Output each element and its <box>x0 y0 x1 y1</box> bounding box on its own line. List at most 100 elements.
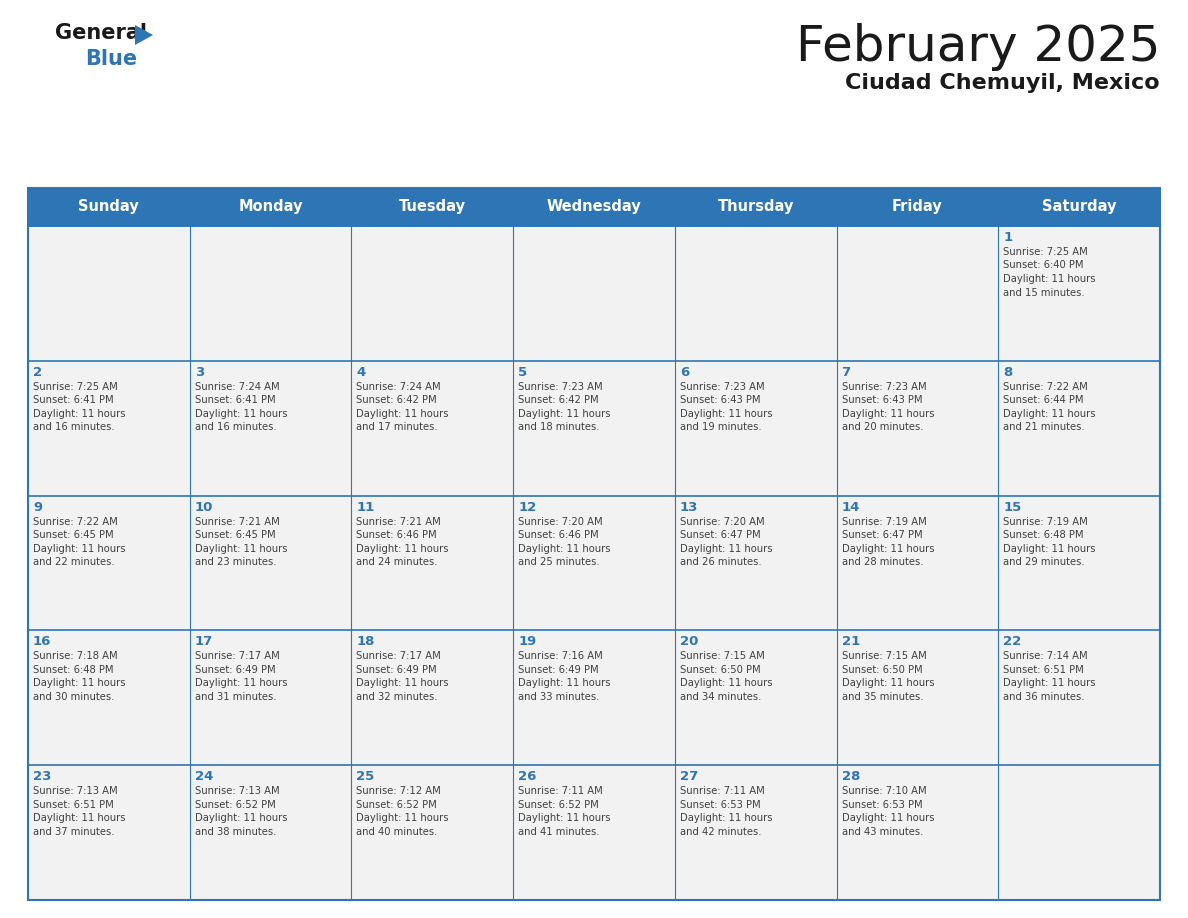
Bar <box>998 496 1159 631</box>
Text: and 38 minutes.: and 38 minutes. <box>195 827 276 836</box>
Text: Sunrise: 7:13 AM: Sunrise: 7:13 AM <box>33 786 118 796</box>
Text: Sunset: 6:52 PM: Sunset: 6:52 PM <box>195 800 276 810</box>
Text: Sunrise: 7:19 AM: Sunrise: 7:19 AM <box>841 517 927 527</box>
Text: Sunrise: 7:23 AM: Sunrise: 7:23 AM <box>518 382 602 392</box>
Text: Daylight: 11 hours: Daylight: 11 hours <box>33 409 126 419</box>
Text: Sunrise: 7:15 AM: Sunrise: 7:15 AM <box>841 652 927 661</box>
Bar <box>675 361 836 496</box>
Text: 14: 14 <box>841 500 860 513</box>
Text: Daylight: 11 hours: Daylight: 11 hours <box>356 409 449 419</box>
Text: Sunrise: 7:22 AM: Sunrise: 7:22 AM <box>33 517 118 527</box>
Text: 18: 18 <box>356 635 374 648</box>
Text: Daylight: 11 hours: Daylight: 11 hours <box>841 409 934 419</box>
Text: 10: 10 <box>195 500 213 513</box>
Text: Daylight: 11 hours: Daylight: 11 hours <box>195 678 287 688</box>
Text: and 35 minutes.: and 35 minutes. <box>841 692 923 702</box>
Text: Sunset: 6:42 PM: Sunset: 6:42 PM <box>518 396 599 406</box>
Text: Sunrise: 7:21 AM: Sunrise: 7:21 AM <box>195 517 279 527</box>
Text: General: General <box>55 23 147 43</box>
Bar <box>352 361 513 496</box>
Bar <box>29 188 1159 900</box>
Text: Daylight: 11 hours: Daylight: 11 hours <box>33 813 126 823</box>
Text: Sunset: 6:49 PM: Sunset: 6:49 PM <box>356 665 437 675</box>
Text: Sunrise: 7:16 AM: Sunrise: 7:16 AM <box>518 652 602 661</box>
Text: 5: 5 <box>518 365 527 379</box>
Text: and 17 minutes.: and 17 minutes. <box>356 422 438 432</box>
Text: Daylight: 11 hours: Daylight: 11 hours <box>680 409 772 419</box>
Text: Sunrise: 7:10 AM: Sunrise: 7:10 AM <box>841 786 927 796</box>
Text: Sunset: 6:45 PM: Sunset: 6:45 PM <box>195 530 276 540</box>
Text: and 37 minutes.: and 37 minutes. <box>33 827 114 836</box>
Text: 16: 16 <box>33 635 51 648</box>
Text: 21: 21 <box>841 635 860 648</box>
Bar <box>352 496 513 631</box>
Text: February 2025: February 2025 <box>796 23 1159 71</box>
Text: Sunrise: 7:15 AM: Sunrise: 7:15 AM <box>680 652 765 661</box>
Text: Sunrise: 7:21 AM: Sunrise: 7:21 AM <box>356 517 441 527</box>
Text: 17: 17 <box>195 635 213 648</box>
Text: Monday: Monday <box>239 199 303 215</box>
Bar <box>190 226 352 361</box>
Text: Sunset: 6:46 PM: Sunset: 6:46 PM <box>356 530 437 540</box>
Text: Sunset: 6:52 PM: Sunset: 6:52 PM <box>518 800 599 810</box>
Text: and 20 minutes.: and 20 minutes. <box>841 422 923 432</box>
Text: Sunrise: 7:20 AM: Sunrise: 7:20 AM <box>680 517 765 527</box>
Bar <box>836 766 998 900</box>
Text: 19: 19 <box>518 635 537 648</box>
Bar <box>675 766 836 900</box>
Text: and 25 minutes.: and 25 minutes. <box>518 557 600 567</box>
Text: Daylight: 11 hours: Daylight: 11 hours <box>518 543 611 554</box>
Text: Sunrise: 7:11 AM: Sunrise: 7:11 AM <box>680 786 765 796</box>
Text: Daylight: 11 hours: Daylight: 11 hours <box>33 678 126 688</box>
Text: Sunset: 6:50 PM: Sunset: 6:50 PM <box>841 665 922 675</box>
Text: and 32 minutes.: and 32 minutes. <box>356 692 438 702</box>
Text: Sunrise: 7:20 AM: Sunrise: 7:20 AM <box>518 517 602 527</box>
Text: Daylight: 11 hours: Daylight: 11 hours <box>518 678 611 688</box>
Text: Saturday: Saturday <box>1042 199 1117 215</box>
Text: 6: 6 <box>680 365 689 379</box>
Bar <box>513 496 675 631</box>
Bar <box>29 188 1159 226</box>
Text: Daylight: 11 hours: Daylight: 11 hours <box>841 543 934 554</box>
Text: Daylight: 11 hours: Daylight: 11 hours <box>356 678 449 688</box>
Bar <box>29 226 190 361</box>
Bar <box>190 631 352 766</box>
Text: Sunrise: 7:11 AM: Sunrise: 7:11 AM <box>518 786 602 796</box>
Text: Daylight: 11 hours: Daylight: 11 hours <box>195 813 287 823</box>
Text: Sunset: 6:46 PM: Sunset: 6:46 PM <box>518 530 599 540</box>
Text: Sunrise: 7:14 AM: Sunrise: 7:14 AM <box>1004 652 1088 661</box>
Text: 25: 25 <box>356 770 374 783</box>
Text: Sunrise: 7:24 AM: Sunrise: 7:24 AM <box>356 382 441 392</box>
Text: Sunset: 6:53 PM: Sunset: 6:53 PM <box>841 800 922 810</box>
Text: and 28 minutes.: and 28 minutes. <box>841 557 923 567</box>
Text: and 40 minutes.: and 40 minutes. <box>356 827 438 836</box>
Text: Sunrise: 7:23 AM: Sunrise: 7:23 AM <box>841 382 927 392</box>
Bar <box>675 496 836 631</box>
Text: 1: 1 <box>1004 231 1012 244</box>
Bar <box>190 496 352 631</box>
Text: Daylight: 11 hours: Daylight: 11 hours <box>1004 409 1095 419</box>
Text: Daylight: 11 hours: Daylight: 11 hours <box>841 813 934 823</box>
Text: Daylight: 11 hours: Daylight: 11 hours <box>1004 274 1095 284</box>
Bar <box>836 496 998 631</box>
Text: and 42 minutes.: and 42 minutes. <box>680 827 762 836</box>
Bar <box>998 226 1159 361</box>
Bar <box>29 361 190 496</box>
Text: and 33 minutes.: and 33 minutes. <box>518 692 600 702</box>
Text: and 15 minutes.: and 15 minutes. <box>1004 287 1085 297</box>
Text: 2: 2 <box>33 365 42 379</box>
Bar <box>675 631 836 766</box>
Text: Sunset: 6:49 PM: Sunset: 6:49 PM <box>518 665 599 675</box>
Text: Sunset: 6:43 PM: Sunset: 6:43 PM <box>841 396 922 406</box>
Text: 7: 7 <box>841 365 851 379</box>
Text: Sunrise: 7:23 AM: Sunrise: 7:23 AM <box>680 382 765 392</box>
Text: Daylight: 11 hours: Daylight: 11 hours <box>195 543 287 554</box>
Text: and 36 minutes.: and 36 minutes. <box>1004 692 1085 702</box>
Bar <box>352 766 513 900</box>
Text: Sunset: 6:52 PM: Sunset: 6:52 PM <box>356 800 437 810</box>
Text: Sunset: 6:40 PM: Sunset: 6:40 PM <box>1004 261 1083 271</box>
Text: Sunset: 6:41 PM: Sunset: 6:41 PM <box>33 396 114 406</box>
Bar <box>29 631 190 766</box>
Text: Sunrise: 7:24 AM: Sunrise: 7:24 AM <box>195 382 279 392</box>
Bar <box>352 631 513 766</box>
